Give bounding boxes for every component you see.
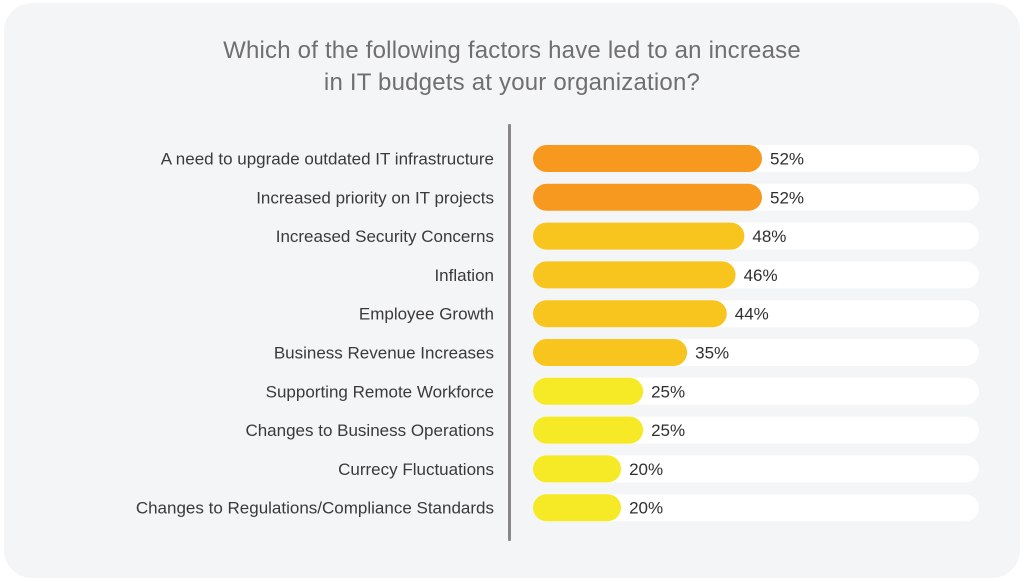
bar — [533, 222, 745, 250]
bar-track — [533, 377, 979, 405]
bar — [533, 183, 762, 211]
bar-row: Increased priority on IT projects 52% — [256, 183, 979, 211]
value-label: 25% — [651, 421, 685, 440]
bar-row: Employee Growth 44% — [359, 300, 979, 328]
bar-row: Inflation 46% — [434, 261, 979, 289]
bar — [533, 455, 622, 483]
category-label: Increased Security Concerns — [276, 227, 494, 246]
bar-track — [533, 455, 979, 483]
value-label: 52% — [770, 188, 804, 207]
bar-row: Increased Security Concerns 48% — [276, 222, 979, 250]
chart-card: Which of the following factors have led … — [4, 3, 1020, 578]
value-label: 52% — [770, 150, 804, 169]
value-label: 44% — [735, 305, 769, 324]
category-label: Employee Growth — [359, 305, 494, 324]
chart-title-line-1: Which of the following factors have led … — [223, 37, 801, 64]
bar-row: Business Revenue Increases 35% — [274, 339, 979, 366]
chart-title-line-2: in IT budgets at your organization? — [323, 69, 701, 96]
bar-row: Changes to Business Operations 25% — [245, 416, 979, 444]
bar — [533, 145, 762, 172]
value-label: 25% — [651, 382, 685, 401]
value-label: 35% — [695, 344, 729, 363]
category-axis-line — [508, 124, 511, 541]
category-label: Changes to Regulations/Compliance Standa… — [136, 499, 494, 518]
category-label: A need to upgrade outdated IT infrastruc… — [161, 150, 494, 169]
bar-row: Currecy Fluctuations 20% — [338, 455, 979, 483]
bar — [533, 377, 644, 405]
value-label: 46% — [744, 266, 778, 285]
chart-title: Which of the following factors have led … — [4, 35, 1020, 99]
value-label: 20% — [629, 460, 663, 479]
value-label: 48% — [752, 227, 786, 246]
value-label: 20% — [629, 499, 663, 518]
bar — [533, 300, 727, 328]
category-label: Inflation — [434, 266, 494, 285]
bar-row: Supporting Remote Workforce 25% — [266, 377, 979, 405]
category-label: Supporting Remote Workforce — [266, 382, 494, 401]
bar — [533, 339, 688, 366]
bar — [533, 494, 622, 522]
category-label: Business Revenue Increases — [274, 344, 494, 363]
bar-row: Changes to Regulations/Compliance Standa… — [136, 494, 979, 522]
category-label: Increased priority on IT projects — [256, 188, 494, 207]
bar — [533, 261, 736, 289]
category-label: Changes to Business Operations — [245, 421, 494, 440]
bar-track — [533, 416, 979, 444]
bar — [533, 416, 644, 444]
bar-row: A need to upgrade outdated IT infrastruc… — [161, 145, 979, 172]
bar-track — [533, 494, 979, 522]
category-label: Currecy Fluctuations — [338, 460, 494, 479]
